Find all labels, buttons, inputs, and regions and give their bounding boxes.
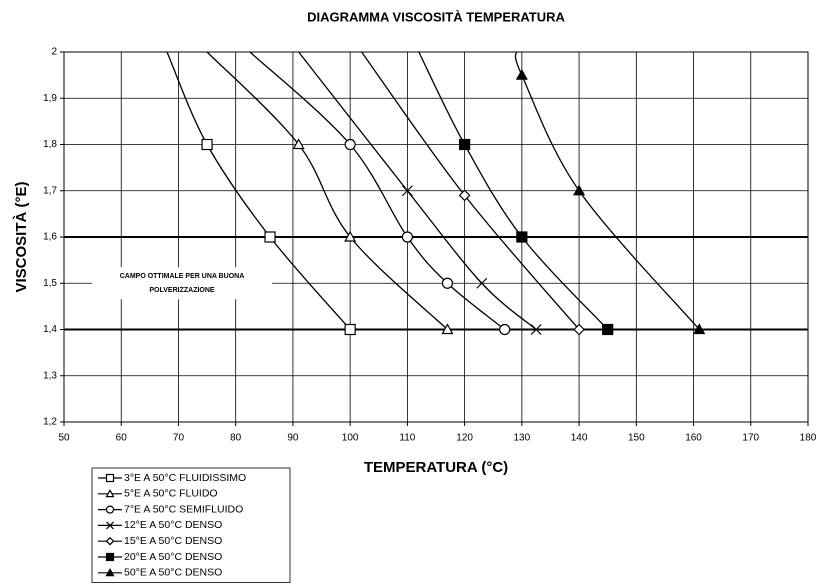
annotation-box	[92, 267, 272, 300]
x-tick-label: 110	[399, 433, 415, 444]
y-tick-label: 1,4	[43, 324, 57, 335]
y-tick-label: 1,8	[43, 139, 57, 150]
marker	[573, 184, 586, 196]
series-line	[298, 51, 537, 330]
chart-title: DIAGRAMMA VISCOSITÀ TEMPERATURA	[307, 9, 565, 24]
marker	[441, 277, 454, 289]
x-tick-label: 120	[456, 433, 473, 444]
annotation: CAMPO OTTIMALE PER UNA BUONA	[120, 273, 245, 280]
x-tick-label: 70	[173, 433, 185, 444]
marker	[105, 552, 115, 562]
marker	[105, 568, 115, 577]
marker	[476, 277, 488, 289]
x-tick-label: 150	[628, 433, 645, 444]
series-line	[166, 51, 351, 330]
marker	[515, 68, 528, 80]
marker	[264, 231, 276, 243]
marker	[292, 138, 305, 150]
marker	[344, 323, 356, 336]
marker	[516, 231, 528, 243]
x-tick-label: 180	[800, 433, 817, 444]
y-tick-label: 1,3	[43, 370, 57, 381]
y-tick-label: 1,7	[43, 185, 57, 196]
legend-box	[91, 467, 291, 583]
x-tick-label: 170	[742, 433, 759, 444]
x-axis-label: TEMPERATURA (°C)	[364, 459, 508, 476]
y-axis-label: VISCOSITÀ (°E)	[13, 181, 30, 292]
marker	[573, 323, 585, 336]
marker	[441, 323, 454, 335]
marker	[105, 536, 115, 546]
x-tick-label: 50	[58, 433, 70, 444]
x-tick-label: 130	[514, 433, 531, 444]
marker	[106, 521, 114, 530]
legend-label: 5°E A 50°C FLUIDO	[124, 488, 218, 500]
marker	[458, 189, 471, 202]
x-tick-label: 80	[230, 433, 242, 444]
marker	[344, 230, 357, 242]
marker	[693, 323, 706, 335]
y-tick-label: 1,2	[43, 417, 57, 428]
legend-label: 50°E A 50°C DENSO	[124, 567, 222, 579]
legend-label: 20°E A 50°C DENSO	[124, 551, 222, 563]
marker	[105, 473, 115, 483]
x-tick-label: 90	[287, 433, 299, 444]
marker	[344, 138, 356, 151]
series-line	[249, 51, 506, 331]
marker	[105, 489, 115, 498]
marker	[499, 323, 511, 336]
series-line	[514, 51, 700, 330]
series-line	[206, 51, 448, 330]
marker	[105, 505, 115, 514]
x-tick-label: 140	[571, 433, 588, 444]
series-line	[418, 51, 609, 330]
x-tick-label: 60	[116, 433, 128, 444]
y-tick-label: 1,5	[43, 278, 57, 289]
marker	[401, 185, 413, 197]
marker	[201, 138, 213, 151]
marker	[401, 231, 413, 243]
marker	[530, 324, 542, 335]
y-tick-label: 2	[51, 47, 57, 58]
x-tick-label: 100	[342, 433, 359, 444]
marker	[459, 138, 471, 151]
legend-label: 7°E A 50°C SEMIFLUIDO	[124, 503, 243, 515]
legend-label: 3°E A 50°C FLUIDISSIMO	[124, 472, 246, 484]
y-tick-label: 1,6	[43, 232, 57, 243]
annotation: POLVERIZZAZIONE	[149, 287, 215, 294]
legend-label: 15°E A 50°C DENSO	[124, 535, 222, 547]
marker	[602, 323, 614, 336]
legend-label: 12°E A 50°C DENSO	[124, 519, 222, 531]
y-tick-label: 1,9	[43, 93, 57, 104]
x-tick-label: 160	[685, 433, 702, 444]
